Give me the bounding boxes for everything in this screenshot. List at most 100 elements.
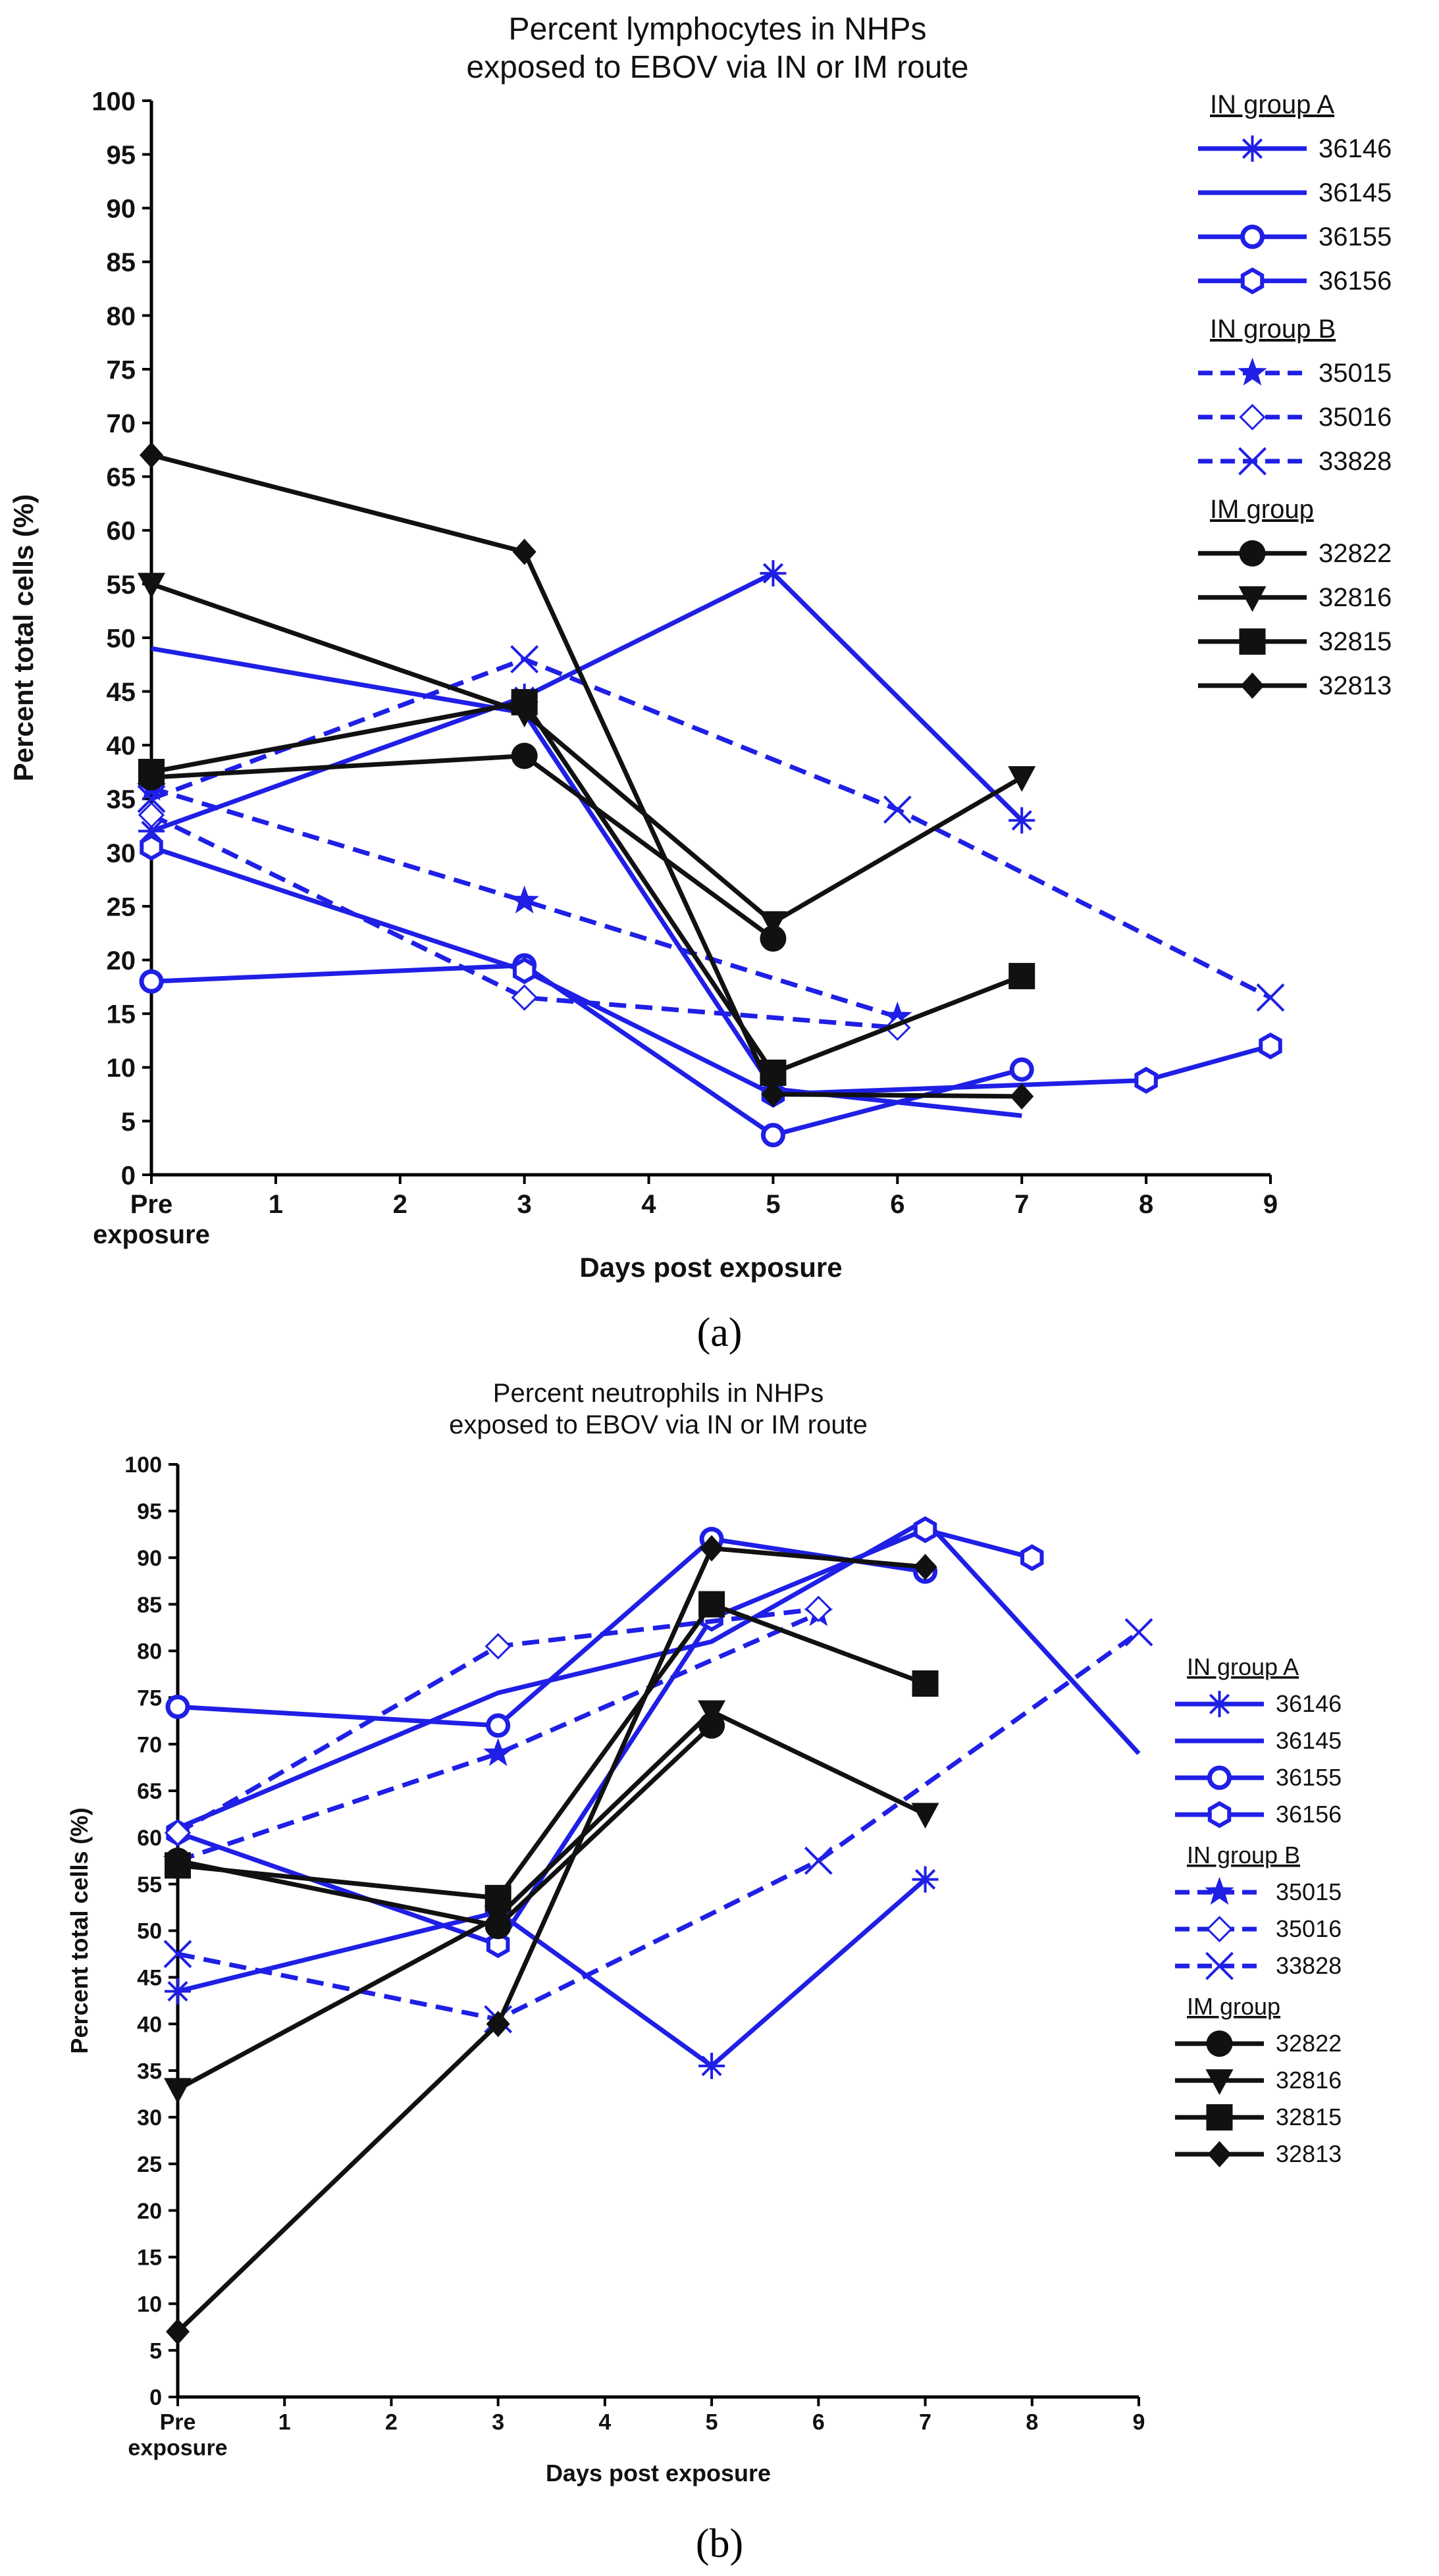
point-chart-b-legend-35015-0 [1205, 1876, 1234, 1905]
chart-a-series-36145 [151, 646, 1022, 1118]
panel-label-a: (a) [697, 1310, 743, 1355]
point-chart-a-32815-1 [511, 688, 538, 715]
chart-b-ytick-label-10: 10 [137, 2292, 162, 2317]
chart-a-legend-group-title-2: IM group [1210, 495, 1314, 524]
chart-b-legend-item-33828: 33828 [1175, 1951, 1342, 1980]
chart-a-legend-item-32815: 32815 [1198, 627, 1392, 656]
chart-a-legend-item-36146: 36146 [1198, 134, 1392, 163]
chart-a-xtick-label-3: 3 [517, 1190, 532, 1219]
chart-a-line-32822 [151, 753, 775, 940]
chart-a-ytick-label-50: 50 [107, 624, 136, 653]
chart-b-legend-group-title-0: IN group A [1187, 1653, 1299, 1680]
chart-a-xtick-label-1: 1 [269, 1190, 283, 1219]
point-chart-b-32813-1 [486, 2011, 510, 2038]
chart-a-legend-label-32813: 32813 [1319, 671, 1392, 700]
chart-b-xtick-label-7: 7 [919, 2409, 931, 2434]
panel-label-b: (b) [696, 2521, 743, 2566]
chart-b-line-35015 [176, 1611, 820, 1863]
chart-a-series-36155 [139, 953, 1034, 1148]
chart-b-line-32816 [176, 1709, 927, 2092]
point-chart-b-legend-32822-0 [1206, 2030, 1233, 2057]
chart-b-x-axis-label: Days post exposure [546, 2460, 771, 2486]
point-chart-a-legend-32816-0 [1238, 586, 1267, 612]
point-chart-a-33828-1 [510, 645, 539, 674]
chart-a-line-32815 [151, 700, 1023, 1076]
point-chart-a-32815-0 [138, 759, 165, 785]
chart-b-legend: IN group A 36146 36145 36155 36156 IN group B… [1175, 1653, 1342, 2168]
point-chart-a-legend-36146-0 [1239, 135, 1266, 162]
point-chart-b-32813-2 [700, 1535, 724, 1562]
chart-b-legend-item-35016: 35016 [1175, 1915, 1342, 1943]
chart-b-xtick-label-2: 2 [385, 2409, 398, 2434]
chart-b-title-line-1: exposed to EBOV via IN or IM route [449, 1410, 868, 1439]
point-chart-b-32815-3 [912, 1670, 939, 1697]
chart-b-ytick-label-85: 85 [137, 1593, 162, 1618]
chart-a-line-36156 [150, 844, 1271, 1097]
point-chart-a-35015-1 [510, 885, 539, 914]
chart-b-ytick-label-25: 25 [137, 2152, 162, 2177]
chart-b-line-32813 [176, 1545, 926, 2334]
chart-b-legend-item-35015: 35015 [1175, 1876, 1342, 1905]
chart-b-legend-label-32822: 32822 [1276, 2030, 1342, 2057]
chart-a-ytick-label-85: 85 [107, 248, 136, 277]
point-chart-b-36146-3 [912, 1866, 939, 1893]
chart-b-ytick-label-95: 95 [137, 1499, 162, 1524]
chart-b-series-36146 [165, 1866, 939, 2079]
chart-a-line-33828 [150, 656, 1272, 1000]
chart-b-legend-group-title-2: IM group [1187, 1993, 1280, 2020]
chart-b-legend-group-title-1: IN group B [1187, 1842, 1300, 1868]
chart-b-ytick-label-30: 30 [137, 2105, 162, 2130]
chart-a-series-32813 [140, 442, 1034, 1110]
chart-b-ytick-label-100: 100 [124, 1453, 162, 1478]
chart-a-ytick-label-65: 65 [107, 463, 136, 492]
chart-a-series-32815 [138, 688, 1035, 1086]
point-chart-a-36155-3 [1009, 1057, 1034, 1082]
chart-a-line-36146 [150, 570, 1024, 834]
point-chart-b-36146-2 [698, 2052, 725, 2079]
point-chart-a-36155-2 [760, 1123, 785, 1148]
chart-a-ytick-label-45: 45 [107, 678, 136, 707]
chart-a-ytick-label-70: 70 [107, 409, 136, 438]
point-chart-b-legend-32815-0 [1206, 2104, 1233, 2131]
point-chart-a-legend-32815-0 [1239, 628, 1266, 655]
chart-a-ytick-label-0: 0 [121, 1161, 136, 1190]
point-chart-a-36156-0 [140, 833, 163, 861]
chart-a-legend-label-33828: 33828 [1319, 447, 1392, 476]
chart-a-legend-label-32822: 32822 [1319, 539, 1392, 568]
chart-b-ytick-label-90: 90 [137, 1546, 162, 1571]
point-chart-b-35016-0 [164, 1819, 192, 1846]
point-chart-b-legend-36156-0 [1207, 1801, 1232, 1828]
point-chart-b-36156-1 [486, 1931, 510, 1959]
chart-b-xtick-label-0-0: Pre [160, 2409, 196, 2434]
chart-a-legend-label-35015: 35015 [1319, 359, 1392, 388]
point-chart-b-35016-1 [484, 1633, 511, 1660]
chart-a-ytick-label-35: 35 [107, 785, 136, 814]
chart-a-xtick-label-4: 4 [641, 1190, 656, 1219]
chart-a-y-axis-label: Percent total cells (%) [8, 494, 39, 781]
point-chart-b-32815-1 [484, 1884, 511, 1911]
chart-b-line-36145 [176, 1517, 1141, 1830]
chart-b-title-line-0: Percent neutrophils in NHPs [493, 1379, 824, 1408]
point-chart-a-36156-3 [1134, 1066, 1158, 1094]
chart-a-ytick-label-80: 80 [107, 302, 136, 331]
point-chart-b-legend-32813-0 [1207, 2141, 1232, 2168]
chart-a-ytick-label-40: 40 [107, 732, 136, 761]
chart-a-ytick-label-95: 95 [107, 141, 136, 170]
chart-a-ytick-label-30: 30 [107, 839, 136, 868]
chart-a-series-35016 [138, 802, 911, 1041]
point-chart-b-32816-2 [698, 1700, 726, 1726]
chart-b-legend-label-32813: 32813 [1276, 2140, 1342, 2167]
point-chart-b-legend-33828-0 [1205, 1951, 1234, 1980]
chart-a-line-32813 [151, 453, 1022, 1099]
chart-b-line-32815 [177, 1601, 926, 1901]
point-chart-a-32815-3 [1008, 963, 1035, 990]
chart-b-xtick-label-8: 8 [1026, 2409, 1038, 2434]
point-chart-a-32813-0 [140, 442, 163, 469]
chart-b-ytick-label-5: 5 [149, 2338, 162, 2363]
chart-b-series-32813 [166, 1535, 937, 2345]
chart-a-xtick-label-2: 2 [393, 1190, 407, 1219]
chart-b-line-36155 [177, 1536, 926, 1728]
chart-a-xtick-label-6: 6 [890, 1190, 904, 1219]
